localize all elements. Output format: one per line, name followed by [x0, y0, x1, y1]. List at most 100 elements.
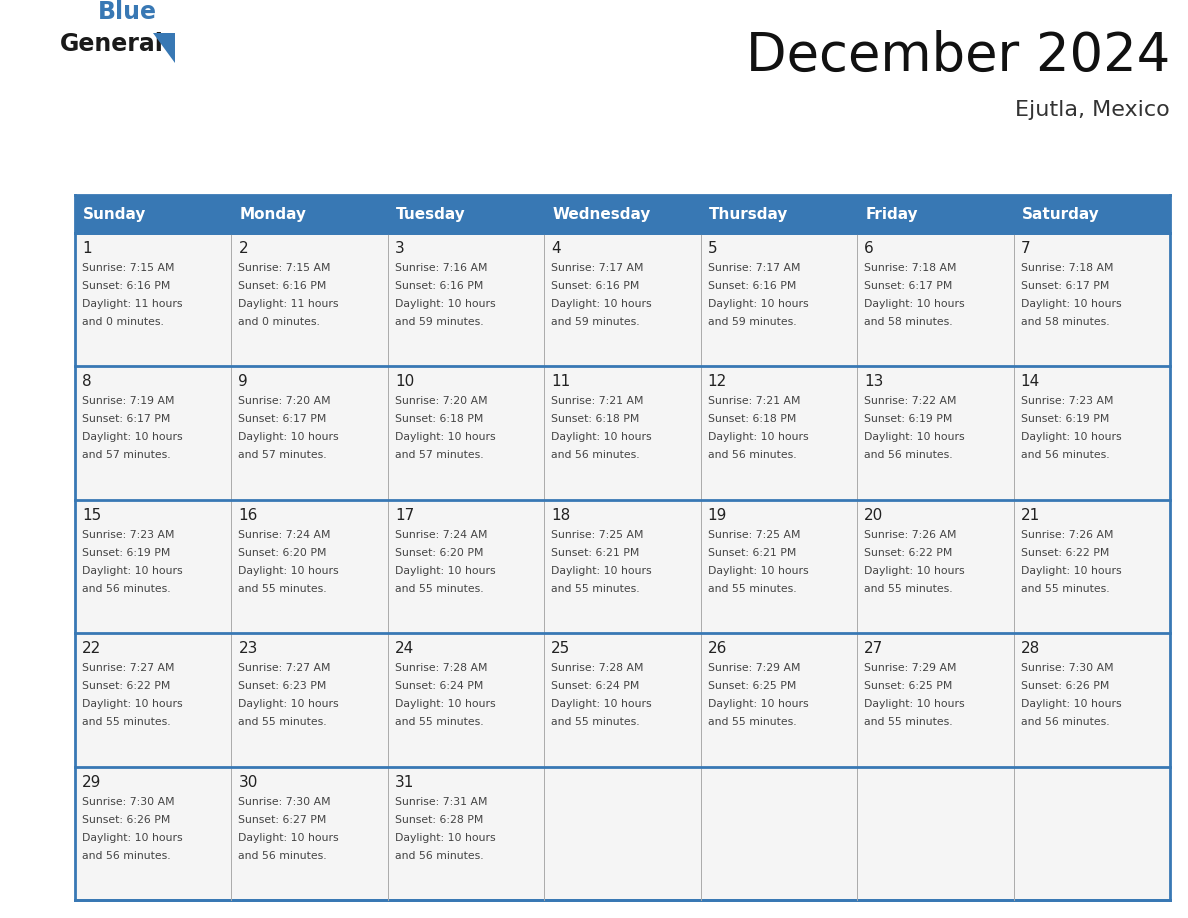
Text: Sunrise: 7:30 AM: Sunrise: 7:30 AM: [1020, 663, 1113, 673]
Text: and 0 minutes.: and 0 minutes.: [239, 317, 321, 327]
Text: 27: 27: [864, 641, 884, 656]
Bar: [544, 195, 701, 233]
Text: Daylight: 10 hours: Daylight: 10 hours: [864, 700, 965, 710]
Text: Sunrise: 7:20 AM: Sunrise: 7:20 AM: [394, 397, 487, 407]
Text: Sunrise: 7:20 AM: Sunrise: 7:20 AM: [239, 397, 331, 407]
Text: 2: 2: [239, 241, 248, 256]
Text: Daylight: 10 hours: Daylight: 10 hours: [1020, 565, 1121, 576]
Text: Daylight: 10 hours: Daylight: 10 hours: [708, 700, 808, 710]
Bar: [544, 767, 701, 900]
Bar: [232, 633, 387, 767]
Text: and 59 minutes.: and 59 minutes.: [394, 317, 484, 327]
Text: Daylight: 10 hours: Daylight: 10 hours: [239, 700, 339, 710]
Text: Sunrise: 7:31 AM: Sunrise: 7:31 AM: [394, 797, 487, 807]
Bar: [75, 233, 232, 366]
Text: 13: 13: [864, 375, 884, 389]
Text: and 55 minutes.: and 55 minutes.: [864, 717, 953, 727]
Text: Sunrise: 7:23 AM: Sunrise: 7:23 AM: [82, 530, 175, 540]
Text: Sunset: 6:16 PM: Sunset: 6:16 PM: [551, 281, 639, 291]
Text: 15: 15: [82, 508, 101, 522]
Text: Daylight: 10 hours: Daylight: 10 hours: [1020, 700, 1121, 710]
Text: Sunrise: 7:25 AM: Sunrise: 7:25 AM: [551, 530, 644, 540]
Text: Sunset: 6:23 PM: Sunset: 6:23 PM: [239, 681, 327, 691]
Text: and 56 minutes.: and 56 minutes.: [708, 451, 796, 461]
Text: Sunrise: 7:21 AM: Sunrise: 7:21 AM: [708, 397, 801, 407]
Text: Daylight: 10 hours: Daylight: 10 hours: [1020, 432, 1121, 442]
Text: Sunrise: 7:15 AM: Sunrise: 7:15 AM: [239, 263, 331, 273]
Text: Sunrise: 7:18 AM: Sunrise: 7:18 AM: [1020, 263, 1113, 273]
Text: Daylight: 10 hours: Daylight: 10 hours: [551, 432, 652, 442]
Text: 30: 30: [239, 775, 258, 789]
Bar: [544, 633, 701, 767]
Text: and 57 minutes.: and 57 minutes.: [239, 451, 327, 461]
Text: 16: 16: [239, 508, 258, 522]
Text: and 57 minutes.: and 57 minutes.: [82, 451, 171, 461]
Text: Sunset: 6:27 PM: Sunset: 6:27 PM: [239, 814, 327, 824]
Text: Sunset: 6:19 PM: Sunset: 6:19 PM: [1020, 414, 1108, 424]
Text: Sunrise: 7:15 AM: Sunrise: 7:15 AM: [82, 263, 175, 273]
Text: and 55 minutes.: and 55 minutes.: [551, 584, 640, 594]
Text: 7: 7: [1020, 241, 1030, 256]
Bar: [232, 499, 387, 633]
Text: Sunset: 6:16 PM: Sunset: 6:16 PM: [708, 281, 796, 291]
Text: and 55 minutes.: and 55 minutes.: [394, 584, 484, 594]
Text: 28: 28: [1020, 641, 1040, 656]
Text: Sunrise: 7:27 AM: Sunrise: 7:27 AM: [239, 663, 331, 673]
Text: 17: 17: [394, 508, 415, 522]
Text: Sunrise: 7:29 AM: Sunrise: 7:29 AM: [864, 663, 956, 673]
Text: Daylight: 10 hours: Daylight: 10 hours: [551, 565, 652, 576]
Text: Sunset: 6:16 PM: Sunset: 6:16 PM: [82, 281, 170, 291]
Text: and 56 minutes.: and 56 minutes.: [394, 851, 484, 860]
Bar: [387, 233, 544, 366]
Text: and 55 minutes.: and 55 minutes.: [708, 584, 796, 594]
Text: Wednesday: Wednesday: [552, 207, 651, 221]
Text: and 58 minutes.: and 58 minutes.: [864, 317, 953, 327]
Text: Sunrise: 7:17 AM: Sunrise: 7:17 AM: [708, 263, 801, 273]
Text: and 55 minutes.: and 55 minutes.: [394, 717, 484, 727]
Text: and 55 minutes.: and 55 minutes.: [864, 584, 953, 594]
Text: and 56 minutes.: and 56 minutes.: [1020, 717, 1110, 727]
Text: and 56 minutes.: and 56 minutes.: [82, 584, 171, 594]
Text: Sunset: 6:22 PM: Sunset: 6:22 PM: [1020, 548, 1108, 558]
Text: Sunset: 6:28 PM: Sunset: 6:28 PM: [394, 814, 484, 824]
Text: Sunset: 6:17 PM: Sunset: 6:17 PM: [864, 281, 953, 291]
Text: Monday: Monday: [240, 207, 307, 221]
Text: Sunrise: 7:28 AM: Sunrise: 7:28 AM: [551, 663, 644, 673]
Text: Sunset: 6:19 PM: Sunset: 6:19 PM: [82, 548, 170, 558]
Text: Sunset: 6:24 PM: Sunset: 6:24 PM: [551, 681, 639, 691]
Text: Daylight: 10 hours: Daylight: 10 hours: [1020, 299, 1121, 309]
Bar: [858, 366, 1013, 499]
Text: Daylight: 11 hours: Daylight: 11 hours: [82, 299, 183, 309]
Text: Sunrise: 7:26 AM: Sunrise: 7:26 AM: [864, 530, 956, 540]
Text: Sunrise: 7:23 AM: Sunrise: 7:23 AM: [1020, 397, 1113, 407]
Bar: [387, 366, 544, 499]
Text: Daylight: 10 hours: Daylight: 10 hours: [708, 565, 808, 576]
Text: 8: 8: [82, 375, 91, 389]
Text: Tuesday: Tuesday: [396, 207, 466, 221]
Bar: [701, 366, 858, 499]
Text: and 56 minutes.: and 56 minutes.: [82, 851, 171, 860]
Text: Sunrise: 7:22 AM: Sunrise: 7:22 AM: [864, 397, 956, 407]
Text: Daylight: 10 hours: Daylight: 10 hours: [394, 565, 495, 576]
Text: Sunset: 6:25 PM: Sunset: 6:25 PM: [708, 681, 796, 691]
Bar: [232, 195, 387, 233]
Text: Sunset: 6:18 PM: Sunset: 6:18 PM: [551, 414, 639, 424]
Text: Daylight: 10 hours: Daylight: 10 hours: [864, 432, 965, 442]
Text: 29: 29: [82, 775, 101, 789]
Text: Sunrise: 7:16 AM: Sunrise: 7:16 AM: [394, 263, 487, 273]
Text: Sunrise: 7:17 AM: Sunrise: 7:17 AM: [551, 263, 644, 273]
Bar: [1013, 366, 1170, 499]
Text: 12: 12: [708, 375, 727, 389]
Text: Daylight: 10 hours: Daylight: 10 hours: [82, 565, 183, 576]
Text: Sunrise: 7:18 AM: Sunrise: 7:18 AM: [864, 263, 956, 273]
Bar: [858, 633, 1013, 767]
Text: 18: 18: [551, 508, 570, 522]
Text: Sunset: 6:26 PM: Sunset: 6:26 PM: [82, 814, 170, 824]
Text: Daylight: 10 hours: Daylight: 10 hours: [551, 299, 652, 309]
Text: and 56 minutes.: and 56 minutes.: [551, 451, 640, 461]
Text: 19: 19: [708, 508, 727, 522]
Text: Daylight: 10 hours: Daylight: 10 hours: [708, 299, 808, 309]
Bar: [1013, 499, 1170, 633]
Bar: [701, 633, 858, 767]
Text: Sunday: Sunday: [83, 207, 146, 221]
